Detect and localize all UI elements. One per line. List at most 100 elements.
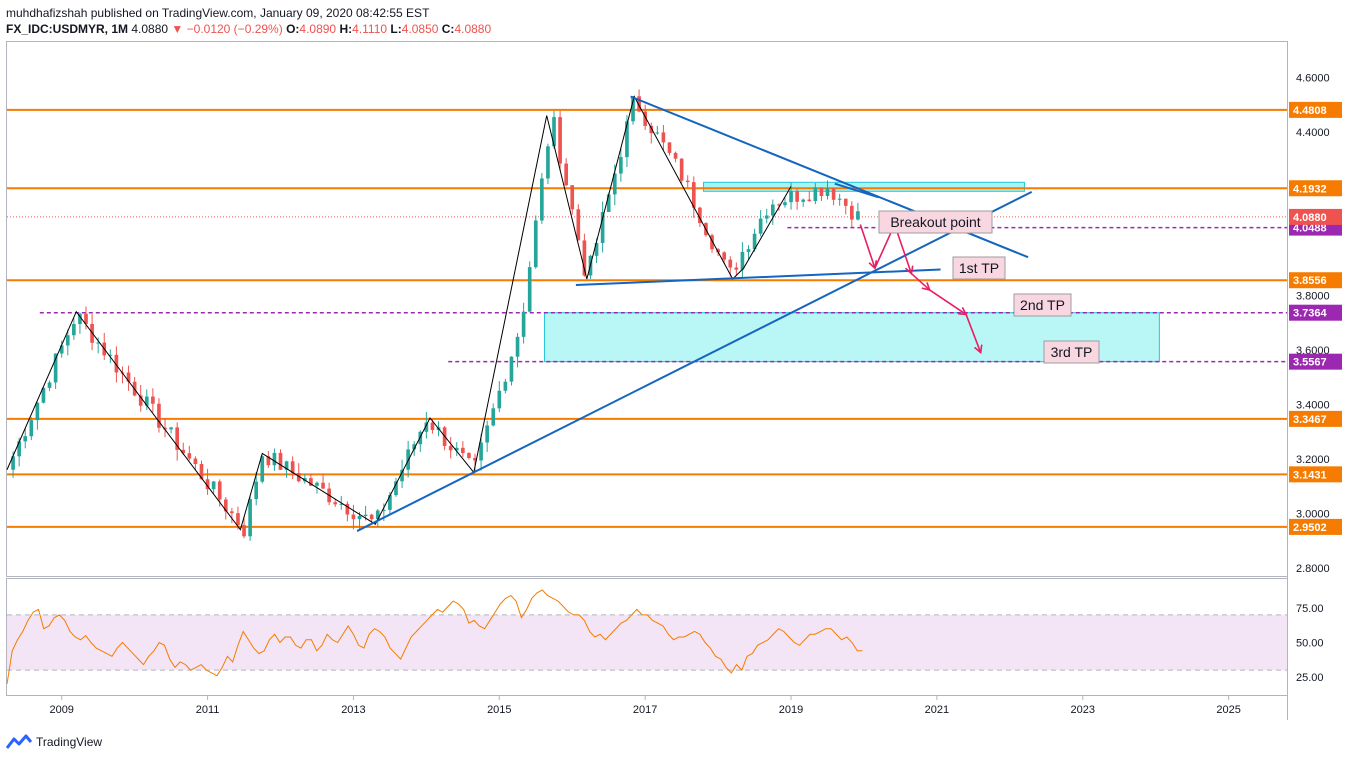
price-tag-label: 3.7364 [1293,308,1328,320]
candle-body [758,218,763,234]
price-tag-label: 3.1431 [1293,469,1327,481]
candle-body [309,478,313,486]
candle-body [47,382,52,388]
candle-body [734,267,739,270]
candle-body [169,427,173,430]
candle-body [582,240,587,276]
candle-body [698,207,702,224]
price-tick-label: 2.8000 [1296,563,1330,575]
close-value: 4.0880 [454,22,492,36]
tp2-label-box [1013,293,1072,317]
candle-body [576,209,581,241]
rsi-axis: 75.00 50.00 25.00 [1296,603,1324,684]
projection-arrow-head [958,306,968,316]
candle-body [363,514,368,517]
price-tag-box [1289,466,1342,483]
candle-body [856,211,860,220]
main-uptrend-line [356,190,1033,532]
candle-body [448,445,453,451]
candle-body [558,117,562,164]
triangle-base-line [575,268,941,287]
time-tick-label: 2009 [49,704,73,716]
close-label: C: [441,22,455,36]
price-tag-box [1289,304,1342,321]
candle-body [211,481,216,490]
candle-body [473,457,477,461]
candle-body [278,452,283,470]
candles [11,89,860,541]
candle-body [570,185,575,210]
tp1-label: 1st TP [959,260,999,276]
candle-body [643,111,647,126]
rsi-line [6,589,863,685]
time-axis: 2009 2011 2013 2015 2017 2019 2021 2023 2025 [49,696,1241,716]
candle-body [144,396,149,406]
price-tick-label: 3.0000 [1296,508,1330,520]
candle-body [661,132,666,143]
candle-body [722,252,727,260]
candle-body [503,381,508,391]
candle-body [290,461,295,473]
candle-body [485,425,489,443]
candle-body [126,372,131,382]
projection-arrow-head [868,260,878,270]
low-label: L: [390,22,402,36]
time-tick-label: 2023 [1071,704,1095,716]
price-tag-label: 4.4808 [1293,105,1327,117]
candle-body [454,447,459,451]
candle-body [345,503,350,515]
high-label: H: [339,22,353,36]
candle-body [369,514,374,520]
candle-body [467,453,471,458]
candle-body [248,499,252,537]
candle-body [783,202,787,206]
breakout-label-box [878,210,993,234]
rsi-tick-label: 50.00 [1296,638,1324,650]
price-tag-box [1289,272,1342,289]
candle-body [266,456,271,466]
open-value: 4.0890 [299,22,337,36]
candle-body [807,199,812,202]
candle-body [175,427,180,450]
candle-body [789,191,793,203]
candle-body [515,336,520,357]
tp3-label: 3rd TP [1051,344,1093,360]
candle-body [11,456,15,470]
candle-body [795,191,799,202]
price-tick-label: 4.4000 [1296,127,1330,139]
tp2-label: 2nd TP [1020,297,1065,313]
candle-body [418,431,423,445]
time-tick-label: 2017 [633,704,657,716]
candle-body [831,188,836,200]
candle-body [764,215,769,219]
price-tag-label: 4.1932 [1293,183,1327,195]
candle-body [375,510,380,520]
projection-arrow-head [921,282,931,292]
candle-body [837,198,842,200]
candle-body [509,356,514,382]
candle-body [321,482,325,489]
candle-body [193,458,198,465]
horizontal-levels [7,108,1287,528]
tradingview-brand[interactable]: TradingView [6,733,102,751]
price-change: −0.0120 (−0.29%) [186,22,283,36]
last-price: 4.0880 [131,22,169,36]
candle-body [351,514,356,520]
publisher-line: muhdhafizshah published on TradingView.c… [6,6,430,20]
candle-body [23,436,28,442]
candle-body [631,96,635,122]
tradingview-logo-icon [6,734,32,749]
candle-body [752,233,757,250]
candle-body [382,509,386,511]
candle-body [29,420,34,437]
projection-arrow-segment [859,224,876,269]
candle-body [801,199,806,202]
candle-body [606,194,611,212]
candle-body [242,525,246,537]
candle-body [236,513,240,526]
symbol-ohlc-line: FX_IDC:USDMYR, 1M 4.0880 ▼ −0.0120 (−0.2… [6,21,491,37]
candle-body [655,132,660,134]
candle-body [424,422,429,432]
candle-body [685,180,690,183]
